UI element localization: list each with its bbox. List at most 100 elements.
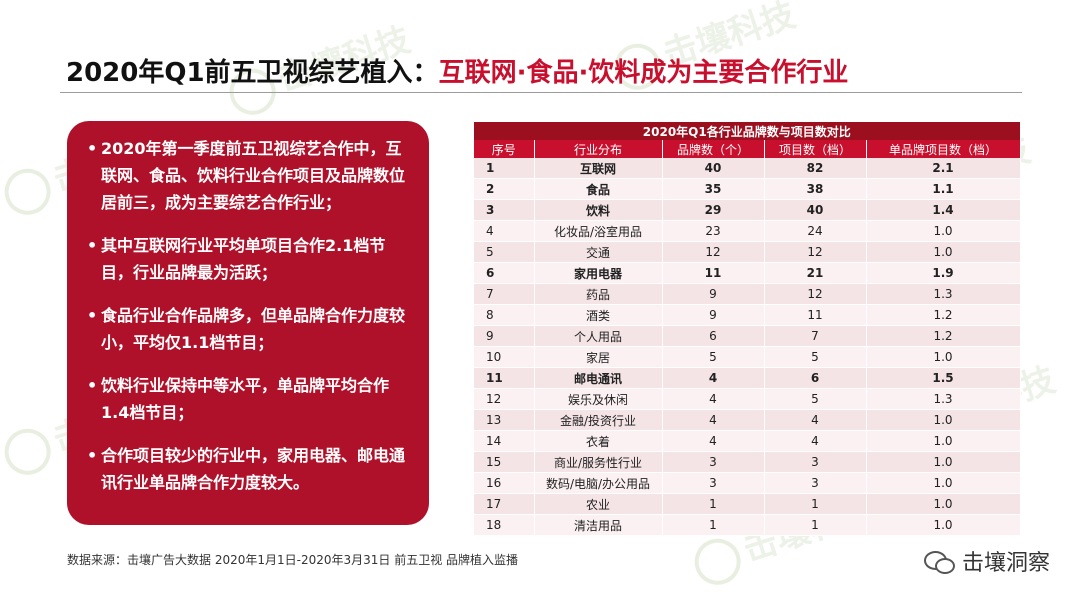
table-cell-industry: 农业 xyxy=(534,493,663,515)
table-cell-per-brand: 1.0 xyxy=(866,493,1021,515)
industry-table: 2020年Q1各行业品牌数与项目数对比 序号 行业分布 品牌数（个） 项目数（档… xyxy=(474,122,1021,536)
table-cell-projects: 40 xyxy=(764,199,867,221)
table-cell-projects: 4 xyxy=(764,430,867,452)
table-cell-industry: 邮电通讯 xyxy=(534,367,663,389)
table-cell-no: 7 xyxy=(474,283,535,305)
table-row: 5 交通 12 12 1.0 xyxy=(474,241,1021,263)
table-row: 8 酒类 9 11 1.2 xyxy=(474,304,1021,326)
table-cell-no: 5 xyxy=(474,241,535,263)
table-cell-industry: 化妆品/浴室用品 xyxy=(534,220,663,242)
table-cell-projects: 24 xyxy=(764,220,867,242)
table-cell-industry: 商业/服务性行业 xyxy=(534,451,663,473)
table-cell-no: 13 xyxy=(474,409,535,431)
table-cell-projects: 12 xyxy=(764,241,867,263)
table-cell-brands: 29 xyxy=(662,199,765,221)
table-row: 6 家用电器 11 21 1.9 xyxy=(474,262,1021,284)
table-row: 3 饮料 29 40 1.4 xyxy=(474,199,1021,221)
table-cell-per-brand: 1.0 xyxy=(866,241,1021,263)
data-source-note: 数据来源：击壤广告大数据 2020年1月1日-2020年3月31日 前五卫视 品… xyxy=(67,553,519,567)
table-cell-no: 4 xyxy=(474,220,535,242)
table-cell-projects: 12 xyxy=(764,283,867,305)
table-cell-per-brand: 1.0 xyxy=(866,346,1021,368)
table-row: 14 衣着 4 4 1.0 xyxy=(474,430,1021,452)
table-cell-no: 6 xyxy=(474,262,535,284)
table-cell-per-brand: 1.9 xyxy=(866,262,1021,284)
summary-list: 2020年第一季度前五卫视综艺合作中，互联网、食品、饮料行业合作项目及品牌数位居… xyxy=(87,135,415,496)
table-cell-projects: 11 xyxy=(764,304,867,326)
table-cell-industry: 饮料 xyxy=(534,199,663,221)
summary-bullet: 2020年第一季度前五卫视综艺合作中，互联网、食品、饮料行业合作项目及品牌数位居… xyxy=(87,135,415,216)
table-cell-industry: 互联网 xyxy=(534,158,663,179)
table-cell-projects: 5 xyxy=(764,388,867,410)
table-cell-per-brand: 1.0 xyxy=(866,409,1021,431)
table-cell-no: 3 xyxy=(474,199,535,221)
title-prefix: 2020年Q1前五卫视综艺植入： xyxy=(66,58,439,88)
table-row: 2 食品 35 38 1.1 xyxy=(474,178,1021,200)
table-cell-per-brand: 1.0 xyxy=(866,514,1021,536)
table-row: 16 数码/电脑/办公用品 3 3 1.0 xyxy=(474,472,1021,494)
brand-signature: 击壤洞察 xyxy=(923,545,1050,577)
column-header: 序号 xyxy=(474,140,535,158)
table-cell-industry: 食品 xyxy=(534,178,663,200)
table-cell-no: 8 xyxy=(474,304,535,326)
table-cell-per-brand: 1.2 xyxy=(866,304,1021,326)
table-row: 13 金融/投资行业 4 4 1.0 xyxy=(474,409,1021,431)
table-cell-no: 11 xyxy=(474,367,535,389)
table-caption: 2020年Q1各行业品牌数与项目数对比 xyxy=(474,122,1021,140)
table-cell-no: 10 xyxy=(474,346,535,368)
summary-bullet: 食品行业合作品牌多，但单品牌合作力度较小，平均仅1.1档节目； xyxy=(87,302,415,356)
table-cell-per-brand: 1.3 xyxy=(866,388,1021,410)
table-cell-projects: 38 xyxy=(764,178,867,200)
table-cell-per-brand: 1.1 xyxy=(866,178,1021,200)
table-cell-projects: 5 xyxy=(764,346,867,368)
table-row: 7 药品 9 12 1.3 xyxy=(474,283,1021,305)
table-cell-projects: 1 xyxy=(764,493,867,515)
table-cell-no: 16 xyxy=(474,472,535,494)
table-cell-industry: 数码/电脑/办公用品 xyxy=(534,472,663,494)
table-cell-brands: 1 xyxy=(662,514,765,536)
table-cell-projects: 6 xyxy=(764,367,867,389)
table-cell-industry: 个人用品 xyxy=(534,325,663,347)
table-cell-per-brand: 1.5 xyxy=(866,367,1021,389)
table-cell-brands: 1 xyxy=(662,493,765,515)
table-cell-projects: 3 xyxy=(764,451,867,473)
table-cell-brands: 4 xyxy=(662,409,765,431)
column-header: 单品牌项目数（档） xyxy=(866,140,1021,158)
table-cell-no: 17 xyxy=(474,493,535,515)
table-cell-brands: 9 xyxy=(662,304,765,326)
table-cell-brands: 3 xyxy=(662,451,765,473)
column-header: 项目数（档） xyxy=(764,140,867,158)
table-row: 1 互联网 40 82 2.1 xyxy=(474,158,1021,179)
table-cell-brands: 4 xyxy=(662,388,765,410)
table-cell-industry: 衣着 xyxy=(534,430,663,452)
table-cell-no: 2 xyxy=(474,178,535,200)
table-row: 12 娱乐及休闲 4 5 1.3 xyxy=(474,388,1021,410)
table-row: 10 家居 5 5 1.0 xyxy=(474,346,1021,368)
table-cell-projects: 4 xyxy=(764,409,867,431)
table-cell-per-brand: 1.2 xyxy=(866,325,1021,347)
table-cell-industry: 金融/投资行业 xyxy=(534,409,663,431)
table-cell-industry: 娱乐及休闲 xyxy=(534,388,663,410)
table-cell-projects: 7 xyxy=(764,325,867,347)
table-cell-industry: 家居 xyxy=(534,346,663,368)
table-row: 17 农业 1 1 1.0 xyxy=(474,493,1021,515)
table-row: 9 个人用品 6 7 1.2 xyxy=(474,325,1021,347)
table-cell-no: 12 xyxy=(474,388,535,410)
table-cell-projects: 82 xyxy=(764,158,867,179)
table-cell-projects: 3 xyxy=(764,472,867,494)
page-title: 2020年Q1前五卫视综艺植入：互联网·食品·饮料成为主要合作行业 xyxy=(66,52,848,89)
table-cell-per-brand: 1.0 xyxy=(866,220,1021,242)
title-highlight: 互联网·食品·饮料成为主要合作行业 xyxy=(438,58,849,88)
table-cell-brands: 35 xyxy=(662,178,765,200)
table-cell-per-brand: 1.0 xyxy=(866,472,1021,494)
column-header: 品牌数（个） xyxy=(662,140,765,158)
summary-bullet: 合作项目较少的行业中，家用电器、邮电通讯行业单品牌合作力度较大。 xyxy=(87,442,415,496)
title-divider xyxy=(60,92,1022,93)
table-cell-brands: 3 xyxy=(662,472,765,494)
table-cell-brands: 5 xyxy=(662,346,765,368)
table-row: 11 邮电通讯 4 6 1.5 xyxy=(474,367,1021,389)
table-cell-per-brand: 1.0 xyxy=(866,451,1021,473)
table-cell-industry: 清洁用品 xyxy=(534,514,663,536)
table-cell-no: 1 xyxy=(474,158,535,179)
table-cell-industry: 交通 xyxy=(534,241,663,263)
